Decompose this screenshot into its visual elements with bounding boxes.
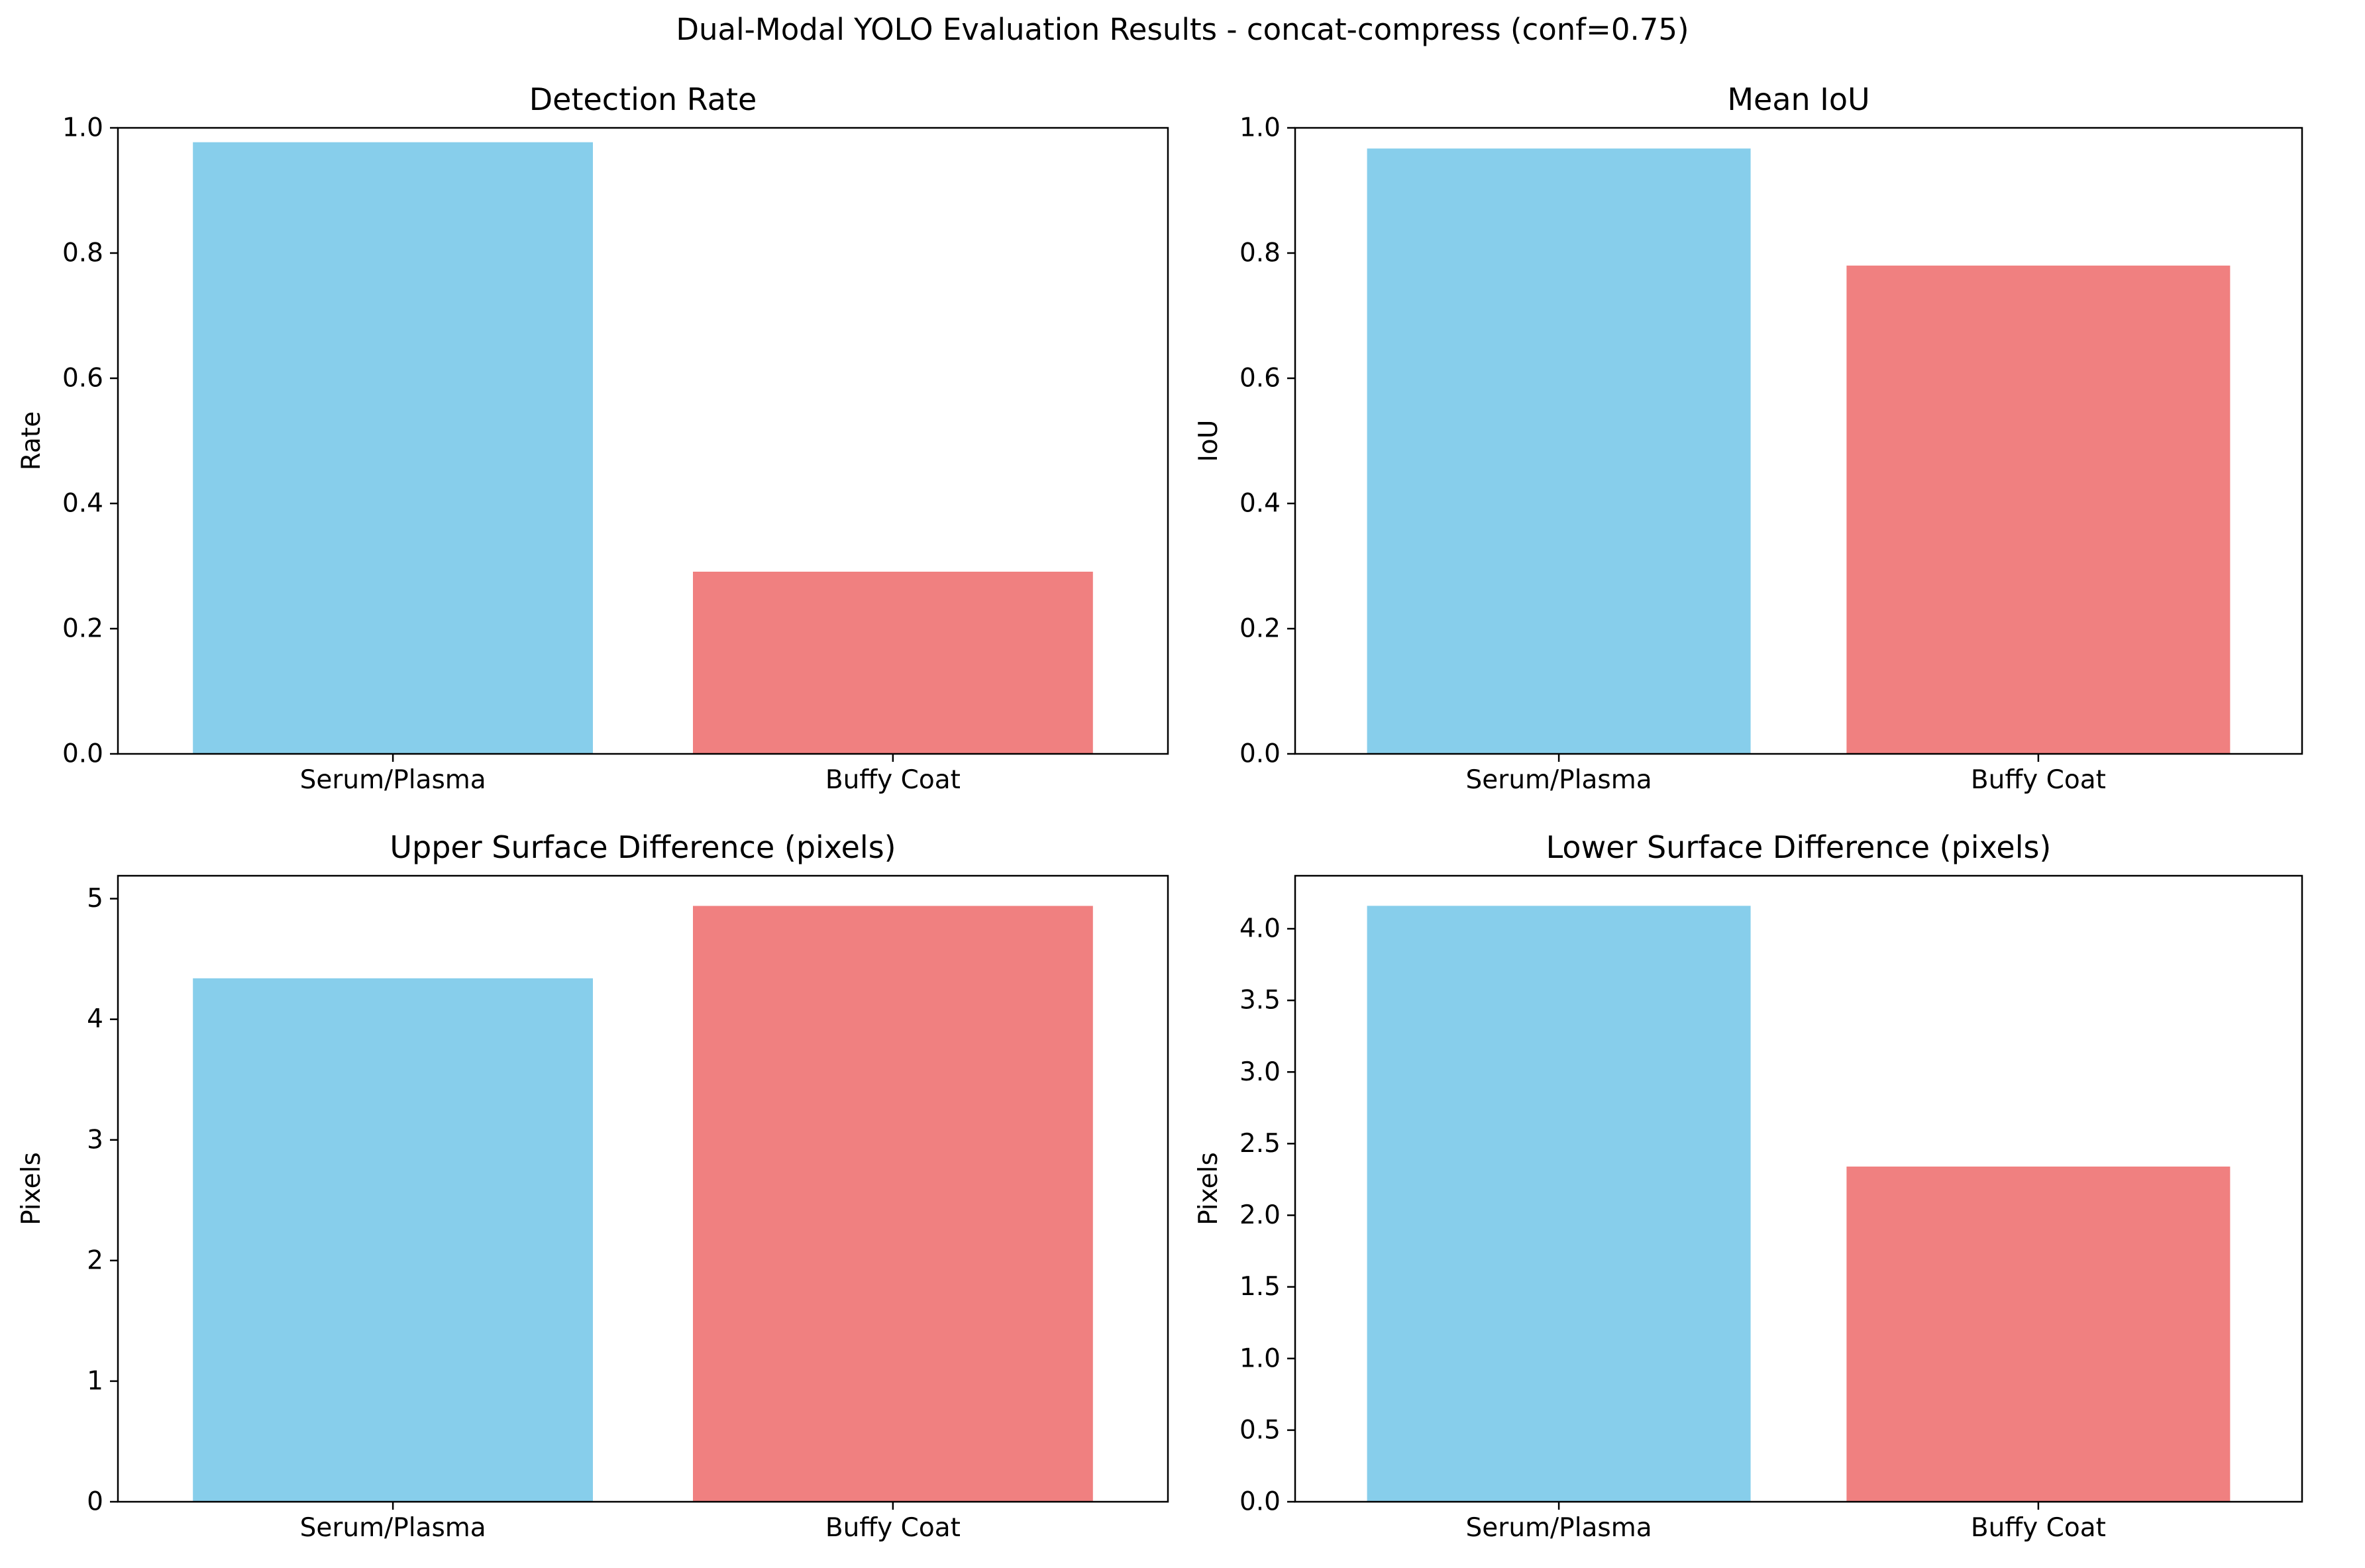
y-tick-label: 0.2: [62, 614, 103, 644]
x-tick-label: Serum/Plasma: [1466, 765, 1652, 795]
y-tick-label: 1.0: [62, 113, 103, 143]
y-tick-label: 0.6: [62, 364, 103, 393]
y-tick-label: 2.0: [1239, 1200, 1281, 1230]
x-tick-label: Serum/Plasma: [1466, 1513, 1652, 1543]
bar-serum-plasma: [1367, 148, 1751, 754]
axes-frame: [117, 127, 1169, 755]
y-tick-label: 4.0: [1239, 914, 1281, 944]
y-tick-label: 0.0: [1239, 1487, 1281, 1517]
figure-title: Dual-Modal YOLO Evaluation Results - con…: [676, 12, 1689, 47]
bar-buffy-coat: [693, 906, 1093, 1502]
y-tick-label: 4: [87, 1004, 103, 1034]
bar-serum-plasma: [193, 142, 593, 754]
y-tick-label: 2: [87, 1245, 103, 1275]
x-tick-label: Buffy Coat: [1971, 1513, 2106, 1543]
y-tick-label: 5: [87, 884, 103, 914]
y-tick-label: 0.4: [62, 489, 103, 519]
bar-buffy-coat: [1846, 1167, 2231, 1502]
y-tick-label: 1.0: [1239, 113, 1281, 143]
y-tick-label: 1: [87, 1366, 103, 1396]
y-tick-label: 0.4: [1239, 489, 1281, 519]
y-tick-label: 3: [87, 1125, 103, 1155]
axes-frame: [117, 874, 1169, 1503]
y-tick-label: 0.0: [62, 739, 103, 769]
x-tick-label: Buffy Coat: [1971, 765, 2106, 795]
bar-serum-plasma: [193, 978, 593, 1502]
y-tick-label: 0.5: [1239, 1415, 1281, 1445]
y-tick-label: 0: [87, 1487, 103, 1517]
panel-title: Detection Rate: [529, 81, 757, 117]
y-tick-label: 0.8: [1239, 238, 1281, 268]
y-tick-label: 1.5: [1239, 1272, 1281, 1302]
axes-frame: [1294, 874, 2303, 1503]
y-axis-label: Pixels: [17, 1152, 46, 1226]
panel-title: Mean IoU: [1727, 81, 1869, 117]
y-tick-label: 0.6: [1239, 364, 1281, 393]
axes-frame: [1294, 127, 2303, 755]
panel-title: Upper Surface Difference (pixels): [390, 829, 896, 865]
bar-buffy-coat: [1846, 265, 2231, 754]
y-tick-label: 0.0: [1239, 739, 1281, 769]
y-tick-label: 3.0: [1239, 1057, 1281, 1087]
y-tick-label: 2.5: [1239, 1129, 1281, 1159]
x-tick-label: Serum/Plasma: [300, 1513, 486, 1543]
y-axis-label: IoU: [1194, 420, 1224, 462]
x-tick-label: Buffy Coat: [825, 765, 961, 795]
bar-serum-plasma: [1367, 906, 1751, 1502]
y-tick-label: 0.8: [62, 238, 103, 268]
y-axis-label: Rate: [17, 411, 46, 470]
bar-buffy-coat: [693, 572, 1093, 754]
y-tick-label: 1.0: [1239, 1343, 1281, 1373]
x-tick-label: Buffy Coat: [825, 1513, 961, 1543]
y-tick-label: 0.2: [1239, 614, 1281, 644]
panel-title: Lower Surface Difference (pixels): [1546, 829, 2052, 865]
x-tick-label: Serum/Plasma: [300, 765, 486, 795]
y-axis-label: Pixels: [1194, 1152, 1224, 1226]
y-tick-label: 3.5: [1239, 986, 1281, 1016]
